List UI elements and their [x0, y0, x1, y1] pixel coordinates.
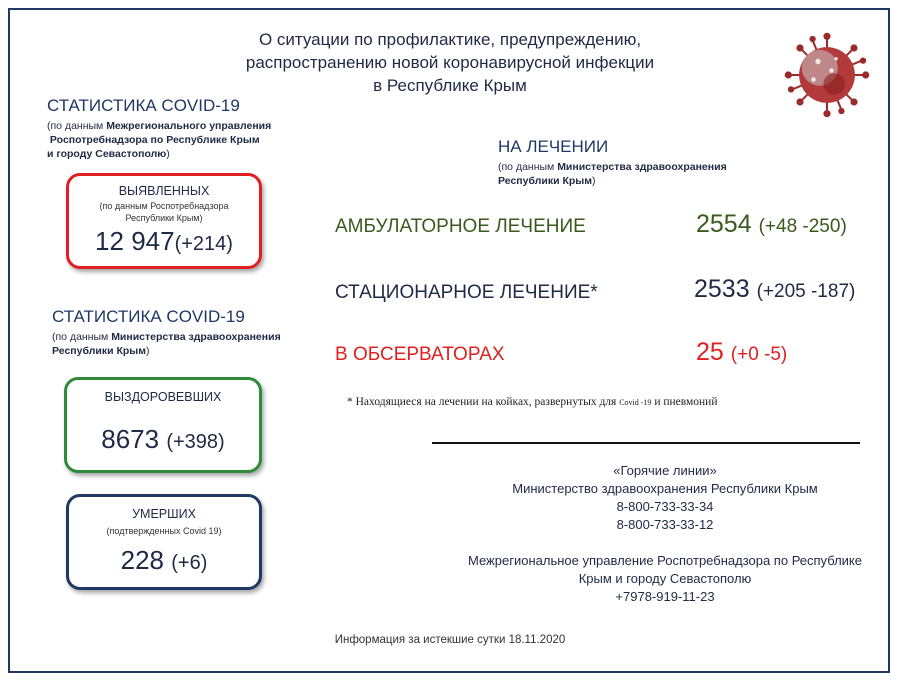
source-org: Министерства здравоохранения [111, 331, 281, 343]
deaths-value-row: 228 (+6) [69, 545, 259, 576]
detected-card: ВЫЯВЛЕННЫХ (по данным Роспотребнадзора Р… [66, 173, 262, 269]
treatment-value: 2533 [694, 275, 750, 303]
title-line-3: в Республике Крым [373, 76, 527, 95]
stats-mz-heading: СТАТИСТИКА COVID-19 [52, 307, 245, 326]
hotline-phone: +7978-919-11-23 [615, 589, 715, 604]
deaths-note: (подтвержденных Covid 19) [106, 526, 222, 536]
treatment-delta: (+48 -250) [758, 216, 847, 237]
recovered-value-row: 8673 (+398) [67, 424, 259, 455]
recovered-label: ВЫЗДОРОВЕВШИХ [104, 390, 222, 404]
detected-label: ВЫЯВЛЕННЫХ [118, 184, 210, 198]
source-prefix: (по данным [498, 161, 558, 173]
stats-mz-source: (по данным Министерства здравоохранения … [52, 330, 281, 358]
treatment-delta: (+205 -187) [756, 281, 856, 302]
footnote-text: и пневмоний [651, 396, 718, 408]
source-org: Республики Крым [498, 175, 592, 187]
source-suffix: ) [592, 175, 596, 187]
source-suffix: ) [166, 148, 170, 160]
detected-value: 12 947 [95, 226, 175, 256]
recovered-delta: (+398) [166, 431, 225, 453]
deaths-card: УМЕРШИХ (подтвержденных Covid 19) 228 (+… [66, 494, 262, 590]
source-org: Министерства здравоохранения [557, 161, 727, 173]
page-frame [8, 8, 890, 673]
treatment-heading: НА ЛЕЧЕНИИ [498, 137, 609, 156]
deaths-delta: (+6) [171, 552, 208, 574]
source-org: Межрегионального управления [106, 120, 272, 132]
coronavirus-icon [784, 32, 870, 118]
detected-delta: (+214) [174, 233, 233, 255]
info-date: Информация за истекшие сутки 18.11.2020 [334, 634, 566, 646]
treatment-row-hospital-label: СТАЦИОНАРНОЕ ЛЕЧЕНИЕ* [335, 282, 598, 303]
source-org: Роспотребнадзора по Республике Крым [49, 134, 260, 146]
footnote-covid: Covid -19 [619, 398, 652, 407]
hotline-org: Крым и городу Севастополю [578, 571, 752, 586]
divider [432, 442, 860, 444]
title-line-1: О ситуации по профилактике, предупрежден… [258, 30, 642, 49]
treatment-value: 25 [696, 338, 724, 366]
treatment-row-ambulatory-value: 2554 (+48 -250) [696, 210, 847, 239]
deaths-value: 228 [120, 545, 165, 575]
detected-source: Республики Крым) [125, 213, 203, 223]
hotline-phone: 8-800-733-33-12 [616, 517, 714, 532]
treatment-delta: (+0 -5) [730, 344, 788, 365]
hotlines: «Горячие линии» Министерство здравоохран… [440, 462, 890, 606]
footnote-text: * Находящиеся на лечении на койках, разв… [347, 396, 620, 408]
hotline-org: Министерство здравоохранения Республики … [512, 481, 818, 496]
treatment-row-hospital-value: 2533 (+205 -187) [694, 275, 855, 304]
footnote: * Находящиеся на лечении на койках, разв… [347, 396, 717, 408]
recovered-value: 8673 [101, 424, 160, 454]
source-suffix: ) [146, 345, 150, 357]
stats-rpn-heading: СТАТИСТИКА COVID-19 [47, 96, 240, 115]
source-prefix: (по данным [52, 331, 112, 343]
detected-value-row: 12 947(+214) [69, 226, 259, 257]
title-line-2: распространению новой коронавирусной инф… [245, 53, 655, 72]
source-org: и городу Севастополю [47, 148, 167, 160]
deaths-label: УМЕРШИХ [132, 507, 196, 521]
treatment-row-ambulatory-label: АМБУЛАТОРНОЕ ЛЕЧЕНИЕ [335, 216, 586, 237]
detected-source: (по данным Роспотребнадзора [99, 201, 229, 211]
hotline-org: Межрегиональное управление Роспотребнадз… [468, 553, 862, 568]
treatment-row-observatory-label: В ОБСЕРВАТОРАХ [335, 344, 505, 365]
page-title: О ситуации по профилактике, предупрежден… [0, 28, 900, 97]
source-org: Республики Крым [52, 345, 146, 357]
treatment-source: (по данным Министерства здравоохранения … [498, 160, 727, 188]
hotlines-title: «Горячие линии» [613, 463, 717, 478]
stats-rpn-source: (по данным Межрегионального управления Р… [47, 119, 271, 161]
source-prefix: (по данным [47, 120, 107, 132]
recovered-card: ВЫЗДОРОВЕВШИХ 8673 (+398) [64, 377, 262, 473]
treatment-value: 2554 [696, 210, 752, 238]
treatment-row-observatory-value: 25 (+0 -5) [696, 338, 787, 367]
hotline-phone: 8-800-733-33-34 [616, 499, 714, 514]
